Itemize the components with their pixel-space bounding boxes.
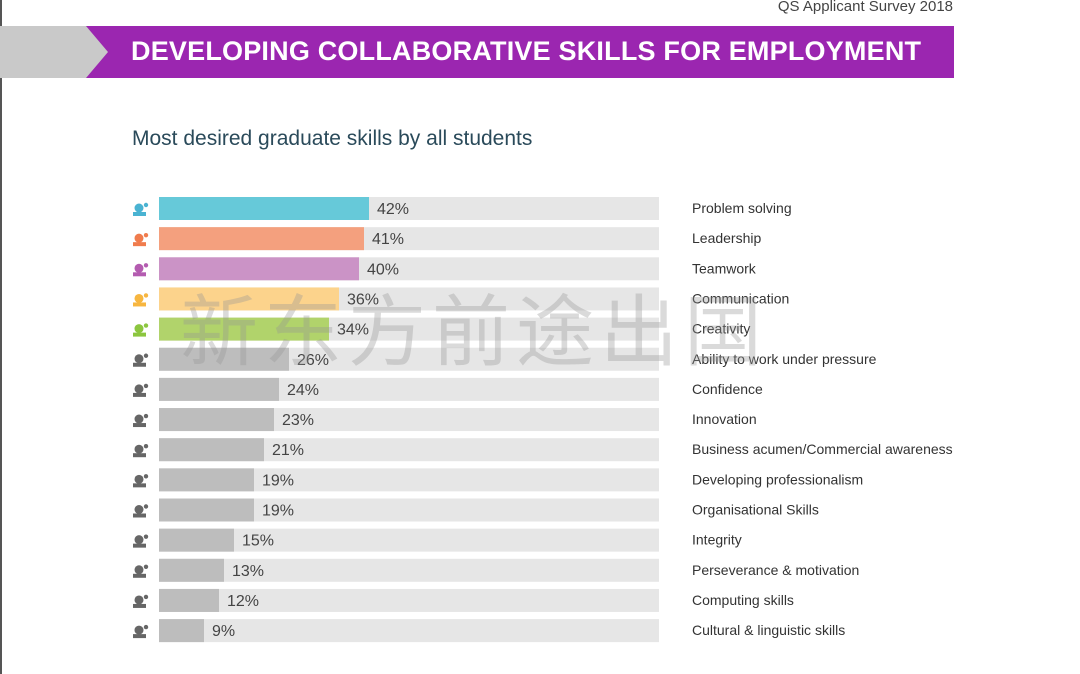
bar [159,408,274,432]
speech-bubbles-icon [133,293,149,307]
category-label: Developing professionalism [692,471,863,487]
pie-icon [133,504,149,518]
category-label: Computing skills [692,592,794,608]
category-label: Organisational Skills [692,502,819,518]
value-label: 42% [377,201,409,218]
bar [159,257,359,281]
bar [159,197,369,220]
left-border [0,0,2,674]
bar-track [159,377,659,401]
bar-track [159,558,659,582]
value-label: 19% [262,472,294,489]
bar [159,377,279,401]
category-label: Ability to work under pressure [692,351,877,367]
lightbulb-icon [133,413,149,428]
bar [159,227,364,251]
bar [159,347,289,371]
category-label: Confidence [692,381,763,397]
bar [159,558,224,582]
category-label: Innovation [692,411,757,427]
team-icon [133,263,149,277]
business-icon [133,444,149,458]
value-label: 40% [367,261,399,278]
value-label: 26% [297,352,329,369]
category-label: Problem solving [692,200,792,216]
value-label: 23% [282,412,314,429]
bar [159,317,329,341]
bar-track [159,408,659,432]
bar [159,468,254,492]
bar [159,287,339,311]
banner [108,26,954,78]
bar-track [159,619,659,643]
bar [159,588,219,612]
survey-label: QS Applicant Survey 2018 [777,0,953,15]
value-label: 21% [272,442,304,459]
value-label: 41% [372,231,404,248]
palette-icon [133,323,149,337]
banner-arrow-shape [86,26,108,78]
chart-title: Most desired graduate skills by all stud… [132,127,533,150]
bar [159,498,254,522]
bar [159,528,234,552]
bar-track [159,528,659,552]
bar-track [159,588,659,612]
value-label: 15% [242,533,274,550]
value-label: 12% [227,593,259,610]
puzzle-head-icon [133,202,149,216]
value-label: 13% [232,563,264,580]
category-label: Creativity [692,321,750,337]
banner-title: DEVELOPING COLLABORATIVE SKILLS FOR EMPL… [131,36,922,66]
category-label: Teamwork [692,260,757,276]
handshake-icon [133,474,149,488]
bar [159,619,204,643]
value-label: 24% [287,382,319,399]
bar-track [159,438,659,462]
bar-track [159,468,659,492]
category-label: Communication [692,290,789,306]
pressure-icon [133,353,149,367]
category-label: Business acumen/Commercial awareness [692,441,953,457]
theatre-masks-icon [133,624,149,639]
scales-icon [133,534,149,548]
bar [159,438,264,462]
value-label: 34% [337,322,369,339]
leader-icon [133,232,149,247]
value-label: 9% [212,623,235,640]
value-label: 36% [347,291,379,308]
laptop-icon [133,594,149,608]
category-label: Integrity [692,532,742,548]
bar-track [159,498,659,522]
confidence-icon [133,383,149,397]
category-label: Cultural & linguistic skills [692,622,845,638]
value-label: 19% [262,503,294,520]
category-label: Perseverance & motivation [692,562,859,578]
category-label: Leadership [692,230,761,246]
runner-icon [133,564,149,578]
